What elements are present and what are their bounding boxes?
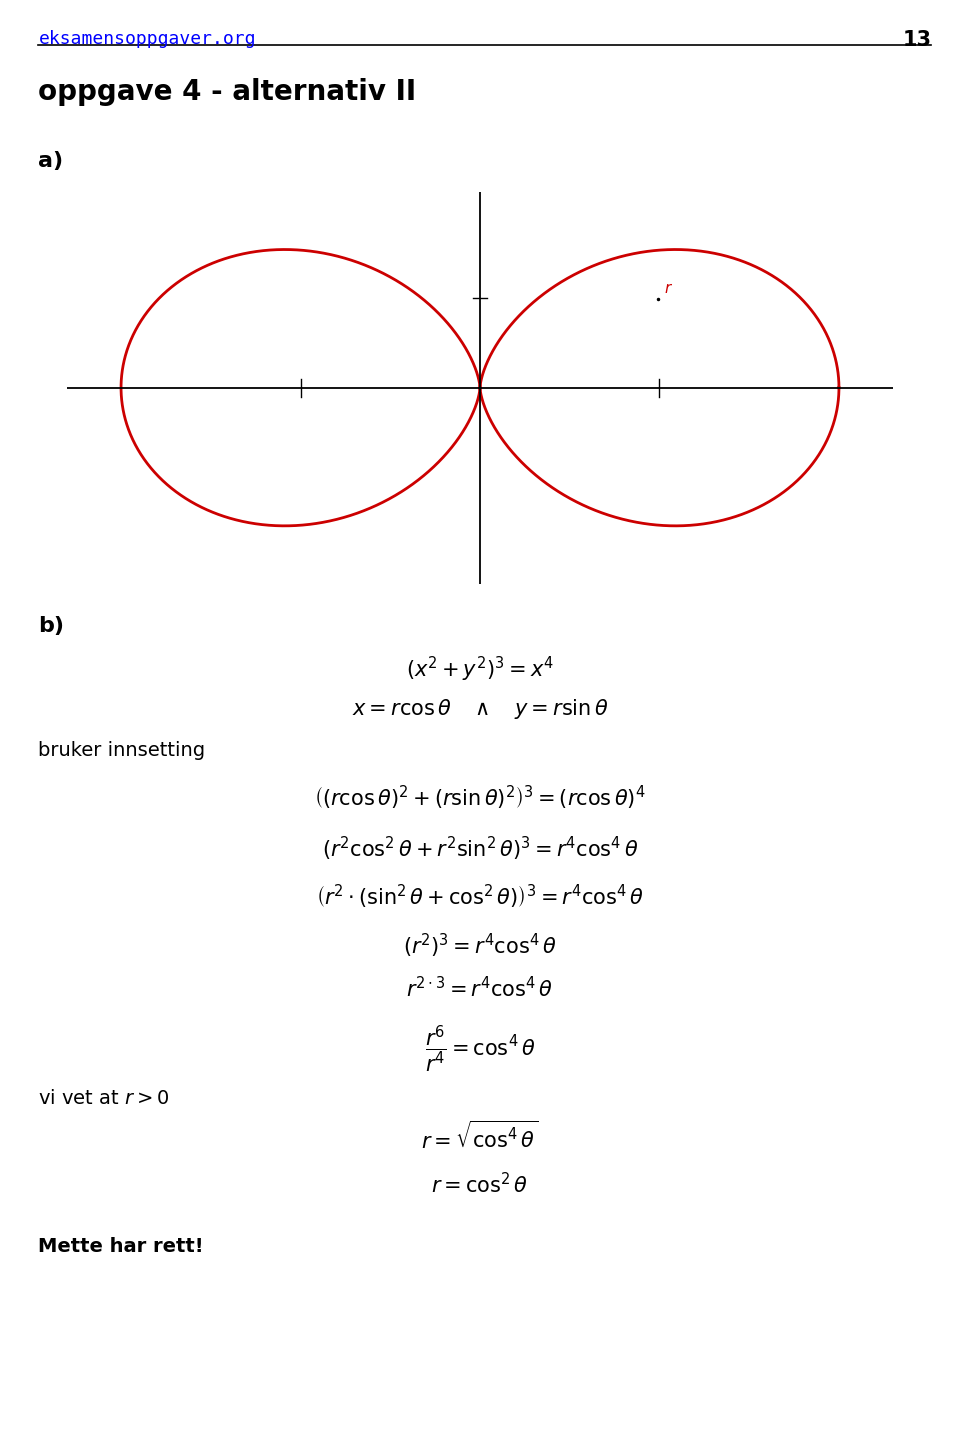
- Text: $r = \sqrt{\cos^4\theta}$: $r = \sqrt{\cos^4\theta}$: [421, 1121, 539, 1153]
- Text: 13: 13: [902, 30, 931, 51]
- Text: $\left(r^2 \cdot (\sin^2\theta + \cos^2\theta)\right)^3 = r^4\cos^4\theta$: $\left(r^2 \cdot (\sin^2\theta + \cos^2\…: [316, 883, 644, 910]
- Text: $\left((r\cos\theta)^2 + (r\sin\theta)^2\right)^3 = (r\cos\theta)^4$: $\left((r\cos\theta)^2 + (r\sin\theta)^2…: [314, 784, 646, 812]
- Text: bruker innsetting: bruker innsetting: [38, 741, 205, 759]
- Text: $x = r\cos\theta \quad \wedge \quad y = r\sin\theta$: $x = r\cos\theta \quad \wedge \quad y = …: [351, 697, 609, 722]
- Text: $r = \cos^2\theta$: $r = \cos^2\theta$: [431, 1172, 529, 1196]
- Text: vi vet at $r > 0$: vi vet at $r > 0$: [38, 1089, 170, 1108]
- Text: $\dfrac{r^6}{r^4} = \cos^4\theta$: $\dfrac{r^6}{r^4} = \cos^4\theta$: [424, 1024, 536, 1074]
- Text: r: r: [665, 282, 671, 296]
- Text: Mette har rett!: Mette har rett!: [38, 1237, 204, 1256]
- Text: $\left(r^2\cos^2\theta + r^2\sin^2\theta\right)^3 = r^4\cos^4\theta$: $\left(r^2\cos^2\theta + r^2\sin^2\theta…: [322, 835, 638, 862]
- Text: $r^{2 \cdot 3} = r^4\cos^4\theta$: $r^{2 \cdot 3} = r^4\cos^4\theta$: [406, 976, 554, 1000]
- Text: $\left(r^2\right)^3 = r^4\cos^4\theta$: $\left(r^2\right)^3 = r^4\cos^4\theta$: [403, 932, 557, 960]
- Text: eksamensoppgaver.org: eksamensoppgaver.org: [38, 30, 256, 48]
- Text: $(x^2 + y^2)^3 = x^4$: $(x^2 + y^2)^3 = x^4$: [406, 655, 554, 684]
- Text: b): b): [38, 616, 64, 636]
- Text: oppgave 4 - alternativ II: oppgave 4 - alternativ II: [38, 78, 417, 106]
- Text: a): a): [38, 151, 63, 171]
